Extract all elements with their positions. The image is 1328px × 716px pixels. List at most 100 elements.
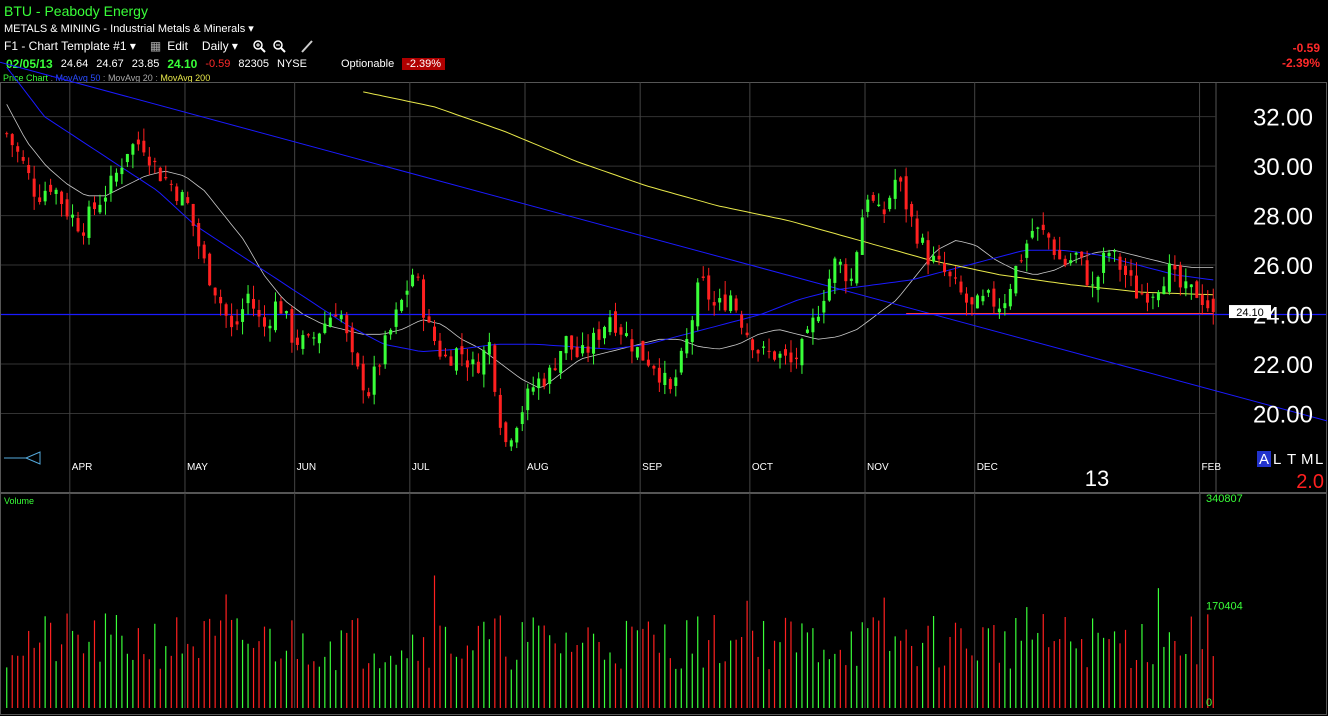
candle-body: [1107, 252, 1111, 257]
legend-ma50[interactable]: MovAvg 50: [55, 73, 101, 83]
candle-body: [586, 346, 590, 353]
candle-body: [1074, 252, 1078, 255]
candle-body: [811, 317, 815, 333]
y-tick-label: 26.00: [1253, 253, 1313, 280]
candle-body: [405, 290, 409, 295]
candle-body: [877, 204, 881, 206]
chart-header: BTU - Peabody Energy METALS & MINING - I…: [0, 0, 1328, 83]
candle-body: [701, 276, 705, 278]
candle-body: [219, 296, 223, 304]
candle-body: [756, 350, 760, 354]
industry-label[interactable]: METALS & MINING - Industrial Metals & Mi…: [4, 23, 254, 35]
candle-body: [981, 295, 985, 302]
candle-body: [471, 359, 475, 365]
period-selector[interactable]: Daily ▾: [201, 39, 238, 53]
candle-body: [542, 378, 546, 387]
candle-body: [712, 302, 716, 306]
candle-body: [1008, 288, 1012, 307]
month-label: NOV: [867, 462, 889, 473]
candle-body: [630, 339, 634, 352]
month-label: MAY: [187, 462, 208, 473]
candle-body: [175, 186, 179, 201]
volume-tick-label: 170404: [1206, 601, 1243, 613]
scroll-handle-icon[interactable]: [4, 451, 41, 465]
candle-body: [257, 310, 261, 317]
candle-body: [350, 327, 354, 353]
candle-body: [158, 167, 162, 182]
candle-body: [964, 293, 968, 303]
candle-body: [114, 172, 118, 182]
candle-body: [515, 427, 519, 443]
legend-price[interactable]: Price Chart: [3, 73, 49, 83]
zoom-in-icon[interactable]: [252, 39, 266, 53]
candle-body: [1124, 265, 1128, 275]
volume-tick-label: 0: [1206, 697, 1212, 709]
candle-body: [279, 301, 283, 314]
candle-body: [1025, 243, 1029, 258]
candle-body: [657, 367, 661, 383]
candle-body: [986, 290, 990, 293]
candle-body: [372, 366, 376, 395]
month-label: AUG: [527, 462, 549, 473]
candle-body: [833, 258, 837, 283]
candle-body: [668, 378, 672, 390]
candle-body: [1036, 227, 1040, 229]
candle-body: [603, 326, 607, 339]
candle-body: [1206, 300, 1210, 309]
volume-title: Volume: [4, 496, 34, 506]
legend-ma200[interactable]: MovAvg 200: [160, 73, 211, 83]
candle-body: [230, 315, 234, 328]
candle-body: [449, 356, 453, 366]
candle-body: [1003, 303, 1007, 309]
candle-body: [921, 237, 925, 243]
candle-body: [493, 345, 497, 392]
candle-body: [1058, 250, 1062, 260]
month-label: OCT: [752, 462, 773, 473]
candle-body: [635, 347, 639, 358]
candle-body: [1211, 298, 1215, 313]
candle-body: [575, 347, 579, 358]
candle-body: [103, 197, 107, 202]
candle-body: [679, 350, 683, 373]
candle-body: [1140, 293, 1144, 295]
pen-icon[interactable]: [300, 39, 314, 53]
template-selector[interactable]: F1 - Chart Template #1 ▾: [4, 39, 136, 53]
month-label: JUN: [297, 462, 316, 473]
edit-button[interactable]: Edit: [167, 39, 188, 53]
candle-body: [1118, 256, 1122, 270]
candle-body: [1200, 294, 1204, 305]
candle-body: [751, 339, 755, 351]
legend-ma20[interactable]: MovAvg 20: [107, 73, 153, 83]
candle-body: [389, 329, 393, 335]
candle-body: [992, 288, 996, 307]
candle-body: [131, 144, 135, 155]
candle-body: [224, 304, 228, 316]
candle-body: [60, 191, 64, 205]
ma200-line: [363, 91, 1214, 296]
candle-body: [762, 346, 766, 348]
candle-body: [16, 146, 20, 152]
candle-body: [822, 300, 826, 313]
candle-body: [948, 271, 952, 277]
trendline: [0, 61, 1328, 422]
candle-body: [1080, 251, 1084, 258]
candle-body: [323, 323, 327, 333]
candle-body: [202, 244, 206, 259]
candle-body: [411, 274, 415, 287]
candle-body: [789, 352, 793, 363]
candle-body: [943, 263, 947, 273]
candle-body: [306, 334, 310, 336]
candle-body: [509, 440, 513, 447]
symbol-title[interactable]: BTU - Peabody Energy: [4, 3, 148, 19]
right-change-box: -0.59 -2.39%: [1282, 41, 1320, 71]
candle-body: [860, 217, 864, 255]
candle-body: [394, 309, 398, 327]
candle-body: [71, 214, 75, 218]
zoom-out-icon[interactable]: [272, 39, 286, 53]
edit-icon[interactable]: ▦: [149, 39, 162, 53]
candle-body: [454, 348, 458, 371]
candle-body: [427, 316, 431, 323]
candle-body: [1091, 284, 1095, 286]
candle-body: [718, 298, 722, 303]
